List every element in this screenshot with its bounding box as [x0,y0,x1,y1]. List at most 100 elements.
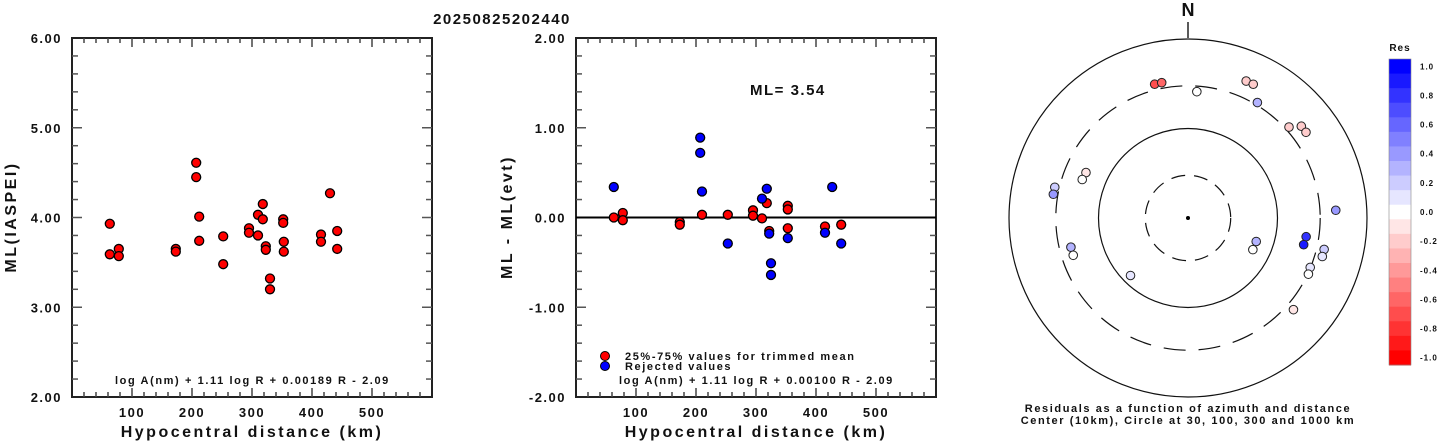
legend-label-rejected: Rejected values [625,361,732,373]
trimmed-point [782,204,793,215]
colorbar-cells [1388,58,1412,366]
station-point [1068,250,1079,261]
data-point [332,225,343,237]
station-point [1298,239,1309,250]
x-tick-label: 100 [623,405,649,420]
colorbar-cell [1389,248,1411,264]
y-tick-labels: 2.00 3.00 4.00 5.00 6.00 [31,31,62,405]
colorbar-tick-label: 0.6 [1420,121,1434,130]
colorbar-tick-label: 0.2 [1420,179,1434,188]
data-point [191,157,202,168]
station-point [1252,97,1263,108]
rejected-point [696,186,708,197]
colorbar-cell [1389,190,1411,206]
data-point [278,236,289,247]
x-tick-label: 300 [239,405,265,420]
colorbar-cell [1389,321,1411,337]
colorbar-cell [1389,233,1411,249]
ring-1000km [1008,38,1368,398]
distance-rings [1008,38,1368,398]
ml-distance-panel: 2.00 3.00 4.00 5.00 6.00 100 200 300 400 500 ML(… [3,31,433,441]
x-tick-labels: 100 200 300 400 500 [119,405,384,420]
colorbar-cell [1389,102,1411,118]
trimmed-point [756,213,768,224]
x-tick-label: 400 [803,405,829,420]
y-tick-labels: -2.00 -1.00 0.00 1.00 2.00 [529,31,566,405]
data-point [278,246,289,257]
colorbar-tick-label: -0.8 [1420,325,1437,334]
colorbar-tick-label: -0.4 [1420,266,1437,275]
colorbar-cell [1389,175,1411,191]
station-point [1048,189,1059,200]
colorbar-cell [1389,277,1411,293]
colorbar: Res 1.0 0.8 0.6 0.4 0.2 0.0 -0.2 -0.4 -0.6 -0.8 -1… [1388,43,1437,366]
data-point [194,211,205,222]
tick-marks [576,38,936,397]
station-point [1303,269,1314,279]
rejected-point [819,227,831,238]
station-point [1192,86,1202,97]
x-tick-label: 500 [863,405,889,420]
trimmed-point [617,215,628,226]
y-tick-label: 0.00 [535,211,566,226]
data-point [264,273,276,284]
trimmed-point [782,223,793,234]
rejected-point [722,238,733,249]
data-point [260,244,271,255]
y-tick-label: 3.00 [31,300,62,315]
colorbar-cell [1389,219,1411,235]
x-tick-label: 200 [683,405,709,420]
station-point [1248,79,1259,90]
rejected-point [836,238,847,249]
data-point [170,246,181,257]
y-tick-label: 1.00 [535,121,566,136]
colorbar-tick-label: 0.4 [1420,150,1434,159]
data-point [194,235,205,246]
trimmed-point [747,210,759,221]
ml-value-label: ML= 3.54 [750,82,826,99]
x-tick-label: 400 [299,405,325,420]
colorbar-cell [1389,335,1411,351]
colorbar-cell [1389,161,1411,177]
data-point [264,284,276,295]
station-point [1288,304,1299,315]
polar-residual-panel: N Residuals as a function of azimuth and… [1008,0,1368,427]
station-point [1301,127,1311,138]
colorbar-tick-label: 1.0 [1420,62,1434,71]
epicenter-dot [1186,216,1190,220]
colorbar-tick-label: -1.0 [1420,354,1437,363]
y-tick-label: 5.00 [31,121,62,136]
y-axis-title: ML(IASPEI) [3,161,20,272]
figure-title: 20250825202440 [433,11,571,28]
colorbar-title: Res [1389,43,1410,54]
data-point [104,218,115,229]
station-point [1066,242,1076,252]
rejected-point [765,258,777,269]
y-tick-label: -2.00 [529,390,566,405]
data-point [315,236,327,247]
caption-line-1: Residuals as a function of azimuth and d… [1025,403,1351,415]
colorbar-cell [1389,146,1411,162]
station-point [1301,231,1311,242]
rejected-point [764,228,775,239]
station-point [1248,244,1258,255]
rejected-point [695,132,706,143]
colorbar-cell [1389,306,1411,322]
data-point [104,249,115,260]
station-points [1048,76,1341,315]
data-point [257,198,268,210]
colorbar-tick-label: 0.8 [1420,91,1434,100]
data-point [332,243,343,255]
station-point [1284,122,1294,132]
data-points [608,132,847,281]
y-tick-label: 2.00 [535,31,566,46]
y-tick-label: -1.00 [529,300,566,315]
colorbar-labels: 1.0 0.8 0.6 0.4 0.2 0.0 -0.2 -0.4 -0.6 -0.8 -1.0 [1420,62,1437,362]
colorbar-tick-label: -0.6 [1420,295,1437,304]
x-axis-title: Hypocentral distance (km) [121,424,384,441]
legend-label-trimmed: 25%-75% values for trimmed mean [625,351,856,363]
data-point [324,188,336,199]
data-point [191,171,202,183]
x-tick-label: 300 [743,405,769,420]
